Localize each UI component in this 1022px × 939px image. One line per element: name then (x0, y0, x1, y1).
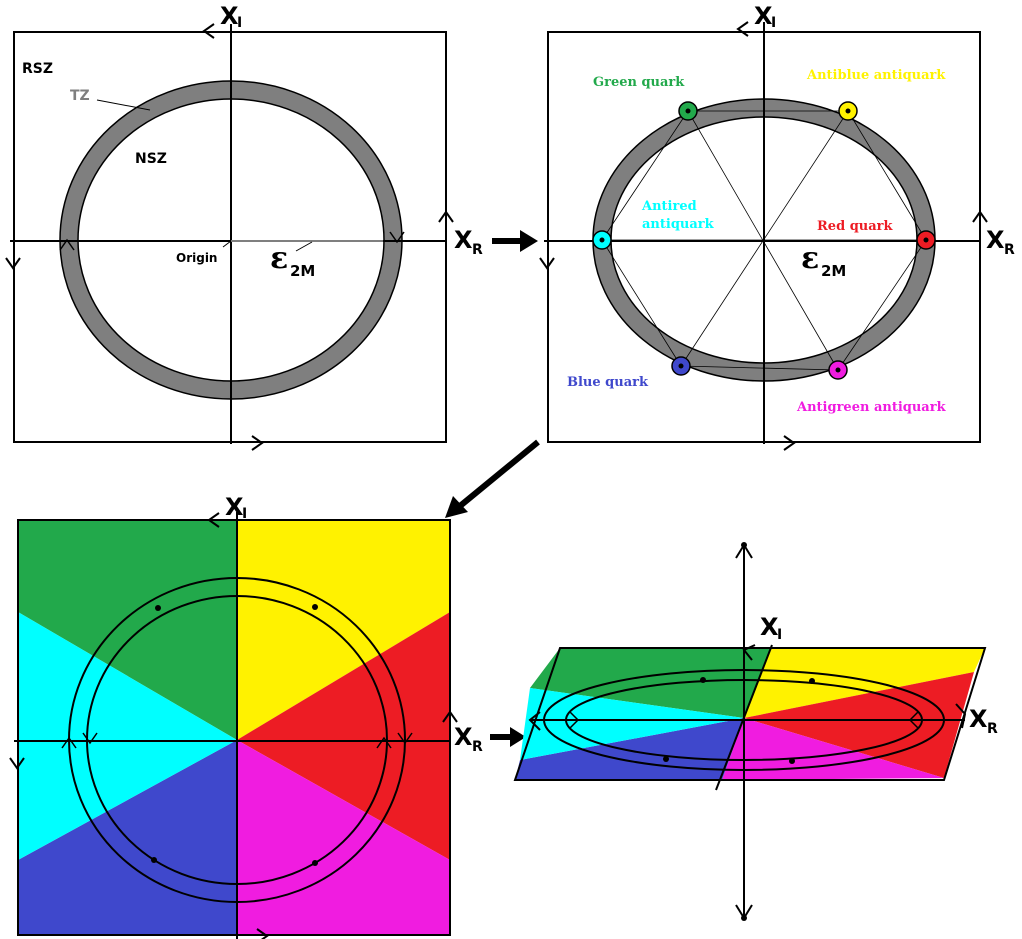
imag-axis-subscript-2: I (771, 15, 776, 31)
real-arrow-left (5, 257, 21, 270)
real-axis-label-2: X (986, 226, 1005, 254)
epsilon-subscript-2: 2M (821, 262, 846, 280)
arrow-2-to-3-head (445, 496, 468, 518)
tick-left (59, 238, 75, 251)
epsilon-subscript: 2M (290, 262, 315, 280)
imag-arrow-bottom (251, 435, 264, 451)
imag-axis-label: X (220, 2, 239, 30)
tick-right (389, 231, 405, 244)
imag-arrow-top-2 (736, 21, 749, 37)
antired-label-line1: Antired (641, 199, 697, 214)
imag-axis-subscript-4: I (777, 627, 782, 643)
tz-leader (96, 99, 151, 111)
real-axis-label: X (454, 226, 473, 254)
epsilon-symbol-2: ε (801, 241, 819, 276)
imag-axis-subscript-3: I (242, 506, 247, 522)
imag-arrow-bottom-2 (783, 435, 796, 451)
real-axis-label-4: X (969, 705, 988, 733)
real-arrow-right (438, 210, 454, 223)
panel-perspective: X I X R (513, 542, 998, 921)
arrow-1-to-2-head (520, 230, 538, 252)
origin-leader (222, 240, 232, 248)
panel-zones: RSZ TZ NSZ Origin ε 2M X I X R (5, 2, 483, 451)
antiblue-antiquark-label: Antiblue antiquark (806, 68, 946, 83)
real-arrow-left-2 (539, 257, 555, 270)
real-axis-subscript: R (472, 242, 483, 258)
green-quark-label: Green quark (593, 75, 685, 90)
real-axis-subscript-3: R (472, 739, 483, 755)
origin-label: Origin (176, 251, 217, 265)
arrow-3-to-4-head (510, 727, 526, 747)
imag-axis-4 (715, 644, 773, 791)
real-axis-label-3: X (454, 723, 473, 751)
real-axis-subscript-2: R (1004, 242, 1015, 258)
arrow-2-to-3 (458, 439, 540, 509)
red-quark-label: Red quark (817, 219, 894, 234)
imag-axis-label-4: X (760, 613, 779, 641)
panel4-plane (513, 647, 987, 781)
panel3-frame (17, 519, 451, 936)
imag-axis-label-3: X (225, 493, 244, 521)
rsz-label: RSZ (22, 61, 53, 77)
tz-label: TZ (70, 88, 90, 104)
imag-arrow-top (202, 23, 215, 39)
antigreen-antiquark-label: Antigreen antiquark (796, 400, 947, 415)
nsz-label: NSZ (135, 151, 167, 167)
antired-label-line2: antiquark (642, 217, 715, 232)
imag-axis-subscript: I (237, 15, 242, 31)
panel-quarks: Green quark Antiblue antiquark Antired a… (539, 2, 1015, 451)
imag-axis-label-2: X (754, 2, 773, 30)
real-arrow-right-2 (972, 210, 988, 223)
blue-quark-label: Blue quark (567, 375, 649, 390)
epsilon-leader (295, 241, 313, 252)
epsilon-symbol: ε (270, 241, 288, 276)
panel-color-sectors: X I X R (9, 493, 483, 939)
real-axis-subscript-4: R (987, 721, 998, 737)
